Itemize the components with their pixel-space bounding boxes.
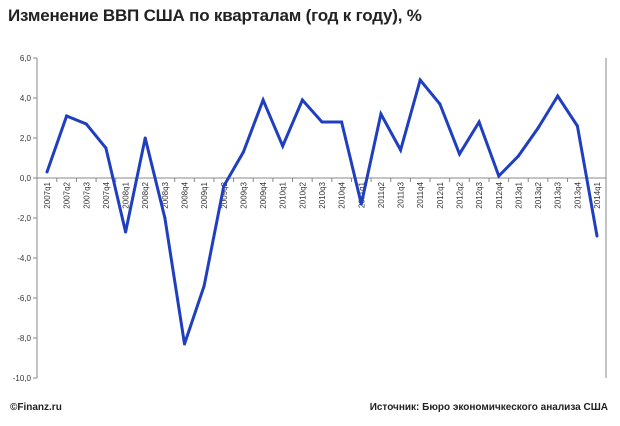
x-tick-label: 2007q4 (102, 181, 111, 208)
x-tick-label: 2009q3 (239, 181, 248, 208)
x-tick-label: 2010q2 (298, 181, 307, 208)
x-tick-label: 2014q1 (593, 181, 602, 208)
x-tick-label: 2013q1 (514, 181, 523, 208)
data-point (536, 126, 540, 130)
x-tick-label: 2012q4 (495, 181, 504, 208)
y-tick-label: 0,0 (20, 174, 32, 183)
x-tick-label: 2010q4 (338, 181, 347, 208)
footer-copyright: ©Finanz.ru (10, 402, 62, 413)
x-tick-label: 2011q3 (397, 181, 406, 208)
y-tick-label: 2,0 (20, 134, 32, 143)
data-point (477, 120, 481, 124)
data-point (84, 122, 88, 126)
data-point (281, 144, 285, 148)
x-tick-label: 2009q2 (220, 181, 229, 208)
x-tick-label: 2007q3 (82, 181, 91, 208)
data-point (575, 124, 579, 128)
gdp-series-line (45, 76, 599, 345)
y-tick-label: -10,0 (13, 374, 32, 383)
data-point (183, 342, 186, 346)
data-point (379, 112, 383, 116)
x-tick-label: 2008q4 (181, 181, 190, 208)
chart-title: Изменение ВВП США по кварталам (год к го… (8, 6, 422, 25)
x-tick-label: 2007q2 (63, 181, 72, 208)
x-tick-label: 2008q1 (122, 181, 131, 208)
y-tick-label: 6,0 (20, 54, 32, 63)
data-point (458, 152, 461, 156)
data-point (124, 230, 128, 234)
data-point (359, 202, 363, 206)
data-point (418, 78, 422, 82)
data-point (300, 98, 304, 102)
data-point (497, 174, 501, 178)
footer-source: Источник: Бюро экономичкеского анализа С… (369, 402, 608, 413)
x-tick-label: 2010q1 (279, 181, 288, 208)
data-point (104, 146, 108, 150)
x-tick-label: 2008q2 (141, 181, 150, 208)
x-tick-label: 2013q4 (573, 181, 582, 208)
data-point (438, 102, 442, 106)
y-tick-label: 4,0 (20, 94, 32, 103)
y-tick-label: -8,0 (17, 334, 31, 343)
data-point (143, 136, 147, 140)
x-tick-label: 2009q4 (259, 181, 268, 208)
y-tick-label: -2,0 (17, 214, 31, 223)
y-tick-label: -6,0 (17, 294, 31, 303)
chart-axes (33, 57, 607, 379)
data-point (241, 150, 245, 154)
x-tick-label: 2007q1 (43, 181, 52, 208)
x-tick-label: 2009q1 (200, 181, 209, 208)
data-point (45, 170, 49, 174)
x-tick-label: 2013q3 (554, 181, 563, 208)
x-tick-label: 2010q3 (318, 181, 327, 208)
x-tick-label: 2008q3 (161, 181, 170, 208)
data-point (202, 284, 206, 288)
y-tick-label: -4,0 (17, 254, 31, 263)
x-tick-label: 2013q2 (534, 181, 543, 208)
data-point (516, 154, 520, 158)
x-tick-label: 2012q1 (436, 181, 445, 208)
x-tick-label: 2011q2 (377, 181, 386, 208)
data-point (556, 94, 560, 98)
data-point (595, 234, 599, 238)
data-point (261, 98, 265, 102)
x-tick-labels: 2007q1 2007q2 2007q3 2007q4 2008q1 2008q2 2008… (43, 181, 602, 208)
y-tick-labels: 6,0 4,0 2,0 0,0 -2,0 -4,0 -6,0 -8,0 -10,0 (13, 54, 32, 383)
data-point (320, 120, 324, 124)
series-layer (45, 76, 599, 346)
data-point (65, 114, 69, 118)
data-point (340, 120, 344, 124)
data-point (163, 216, 167, 220)
x-tick-label: 2011q4 (416, 181, 425, 208)
x-tick-label: 2012q3 (475, 181, 484, 208)
data-point (222, 184, 226, 188)
x-tick-label: 2012q2 (456, 181, 465, 208)
data-point (399, 148, 403, 152)
